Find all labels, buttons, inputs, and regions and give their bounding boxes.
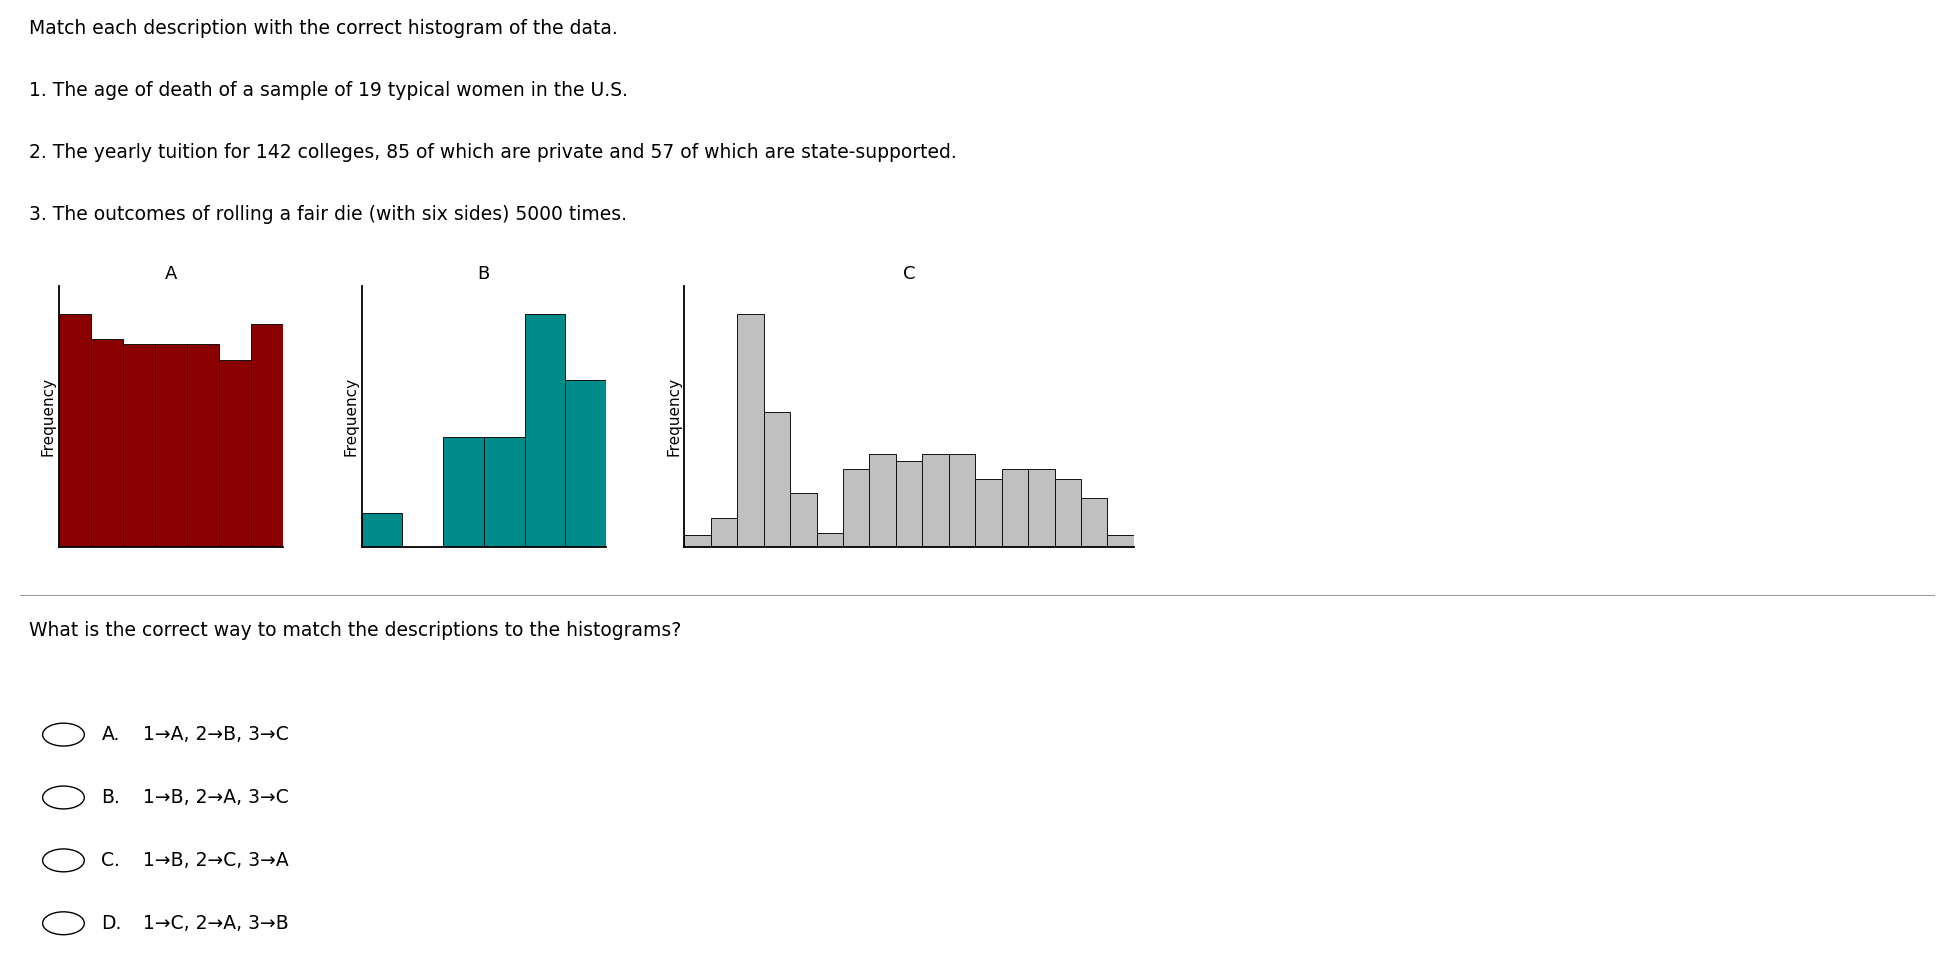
Bar bbox=[684, 535, 712, 547]
Text: 1→B, 2→C, 3→A: 1→B, 2→C, 3→A bbox=[143, 851, 289, 870]
Text: Match each description with the correct histogram of the data.: Match each description with the correct … bbox=[29, 19, 618, 39]
Bar bbox=[1001, 469, 1028, 547]
Bar bbox=[565, 380, 606, 547]
Bar bbox=[870, 454, 895, 547]
Bar bbox=[1081, 498, 1107, 547]
Text: B.: B. bbox=[102, 788, 121, 807]
Bar bbox=[188, 344, 219, 547]
Bar bbox=[59, 314, 90, 547]
Bar bbox=[843, 469, 870, 547]
Text: 3. The outcomes of rolling a fair die (with six sides) 5000 times.: 3. The outcomes of rolling a fair die (w… bbox=[29, 204, 628, 224]
Bar bbox=[764, 412, 790, 547]
Text: 1→C, 2→A, 3→B: 1→C, 2→A, 3→B bbox=[143, 914, 289, 933]
Bar bbox=[154, 344, 188, 547]
Bar bbox=[790, 493, 817, 547]
Bar bbox=[1107, 535, 1134, 547]
Bar bbox=[524, 314, 565, 547]
Title: B: B bbox=[477, 265, 491, 283]
Title: A: A bbox=[164, 265, 178, 283]
Bar bbox=[252, 324, 283, 547]
Bar bbox=[444, 437, 483, 547]
Bar bbox=[362, 513, 403, 547]
Text: 1→B, 2→A, 3→C: 1→B, 2→A, 3→C bbox=[143, 788, 289, 807]
Text: 2. The yearly tuition for 142 colleges, 85 of which are private and 57 of which : 2. The yearly tuition for 142 colleges, … bbox=[29, 143, 958, 162]
Y-axis label: Frequency: Frequency bbox=[344, 377, 360, 456]
Bar bbox=[1028, 469, 1054, 547]
Bar bbox=[895, 461, 923, 547]
Bar bbox=[712, 518, 737, 547]
Bar bbox=[1054, 479, 1081, 547]
Bar bbox=[123, 344, 154, 547]
Bar bbox=[817, 533, 843, 547]
Y-axis label: Frequency: Frequency bbox=[667, 377, 682, 456]
Bar bbox=[923, 454, 948, 547]
Bar bbox=[219, 359, 252, 547]
Title: C: C bbox=[903, 265, 915, 283]
Bar bbox=[737, 314, 764, 547]
Y-axis label: Frequency: Frequency bbox=[41, 377, 57, 456]
Text: D.: D. bbox=[102, 914, 121, 933]
Bar bbox=[483, 437, 524, 547]
Bar bbox=[948, 454, 976, 547]
Bar bbox=[976, 479, 1001, 547]
Text: C.: C. bbox=[102, 851, 121, 870]
Text: A.: A. bbox=[102, 725, 119, 744]
Text: What is the correct way to match the descriptions to the histograms?: What is the correct way to match the des… bbox=[29, 621, 682, 641]
Bar bbox=[90, 339, 123, 547]
Text: 1. The age of death of a sample of 19 typical women in the U.S.: 1. The age of death of a sample of 19 ty… bbox=[29, 81, 628, 100]
Text: 1→A, 2→B, 3→C: 1→A, 2→B, 3→C bbox=[143, 725, 289, 744]
